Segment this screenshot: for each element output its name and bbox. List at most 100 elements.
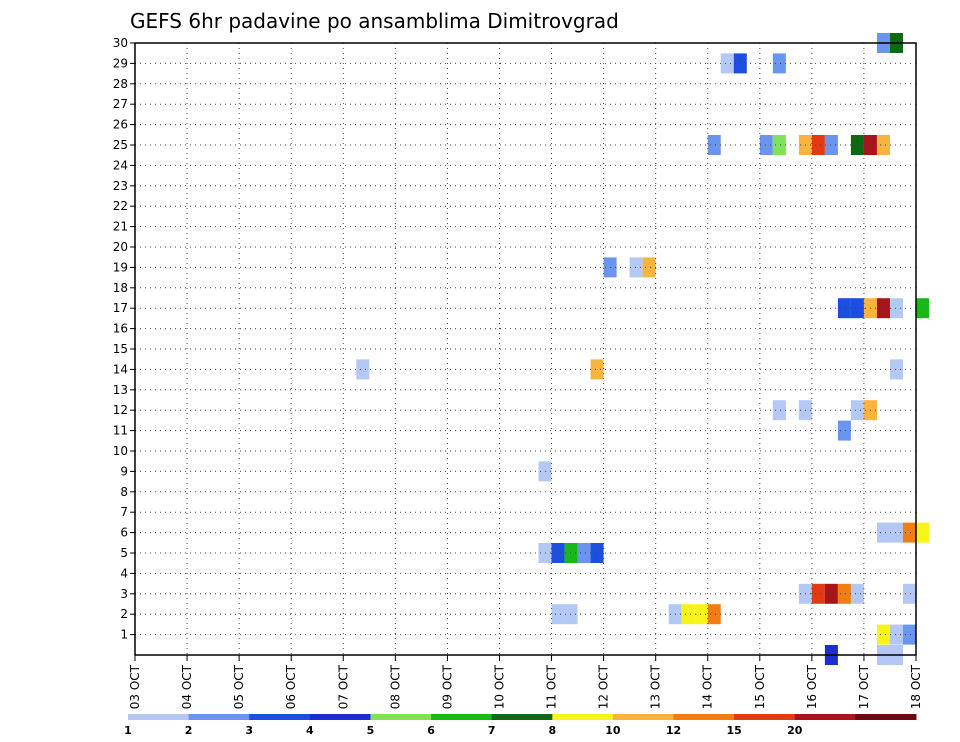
y-tick-label: 18: [113, 281, 128, 295]
y-tick-label: 19: [113, 260, 128, 274]
y-tick-label: 25: [113, 138, 128, 152]
x-tick-label: 03 OCT: [128, 664, 142, 709]
y-tick-label: 3: [120, 587, 128, 601]
legend-swatch: [431, 714, 493, 720]
y-tick-label: 17: [113, 301, 128, 315]
legend-label: 6: [427, 724, 435, 737]
x-tick-label: 12 OCT: [597, 664, 611, 709]
precip-cell-m2-s42: [681, 604, 695, 625]
precip-cell-m6-s58: [889, 522, 903, 543]
precip-cell-m25-s44: [707, 135, 721, 155]
precip-cell-m6-s60: [916, 522, 930, 543]
precip-cell-m5-s34: [577, 543, 591, 563]
y-tick-label: 9: [120, 464, 128, 478]
y-tick-label: 28: [113, 77, 128, 91]
y-tick-label: 29: [113, 56, 128, 70]
legend-swatch: [855, 714, 917, 720]
x-axis: 03 OCT 04 OCT 05 OCT 06 OCT 07 OCT 08 OCT 09 O…: [128, 655, 923, 709]
precip-cell-m17-s57: [876, 298, 890, 319]
precip-cell-m5-s35: [590, 543, 604, 563]
y-tick-label: 21: [113, 220, 128, 234]
y-tick-label: 1: [120, 628, 128, 642]
y-tick-label: 2: [120, 607, 128, 621]
y-tick-label: 16: [113, 322, 128, 336]
precip-cell-m25-s53: [824, 135, 838, 155]
x-tick-label: 10 OCT: [492, 664, 506, 709]
precip-cell-m2-s32: [551, 604, 565, 625]
precip-cell-m14-s17: [356, 359, 370, 380]
precipitation-cells: [356, 33, 930, 665]
x-tick-label: 13 OCT: [649, 664, 663, 709]
precip-cell-m3-s59: [902, 583, 916, 604]
y-tick-label: 8: [120, 485, 128, 499]
precip-cell-m17-s55: [850, 298, 864, 319]
precip-cell-m3-s55: [850, 583, 864, 604]
y-tick-label: 30: [113, 36, 128, 50]
legend-swatch: [188, 714, 250, 720]
precip-cell-m25-s52: [811, 135, 825, 155]
precip-cell-m17-s58: [889, 298, 903, 319]
legend-label: 2: [185, 724, 193, 737]
precip-cell-m3-s53: [824, 583, 838, 604]
precip-cell-m11-s54: [837, 420, 851, 441]
y-tick-label: 13: [113, 383, 128, 397]
precip-cell-m17-s60: [916, 298, 930, 319]
precip-cell-m25-s48: [759, 135, 773, 155]
legend-swatch: [249, 714, 311, 720]
x-tick-label: 14 OCT: [701, 664, 715, 709]
legend-label: 4: [306, 724, 314, 737]
x-tick-label: 16 OCT: [805, 664, 819, 709]
x-tick-label: 18 OCT: [909, 664, 923, 709]
precip-cell-m12-s49: [772, 400, 786, 421]
legend-label: 15: [726, 724, 741, 737]
legend-label: 5: [367, 724, 375, 737]
y-tick-label: 6: [120, 526, 128, 540]
precip-cell-m1-s59: [902, 624, 916, 645]
x-tick-label: 07 OCT: [336, 664, 350, 709]
precip-cell-m25-s49: [772, 135, 786, 155]
legend-label: 20: [787, 724, 803, 737]
grid-lines: [135, 42, 916, 655]
precip-cell-m3-s54: [837, 583, 851, 604]
precip-cell-m25-s57: [876, 135, 890, 155]
chart-title: GEFS 6hr padavine po ansamblima Dimitrov…: [130, 9, 619, 33]
legend-swatch: [309, 714, 371, 720]
legend-label: 12: [666, 724, 681, 737]
y-tick-label: 7: [120, 505, 128, 519]
precip-cell-m14-s58: [889, 359, 903, 380]
precip-cell-m6-s59: [902, 522, 916, 543]
y-tick-label: 10: [113, 444, 128, 458]
x-tick-label: 17 OCT: [857, 664, 871, 709]
legend-swatch: [491, 714, 553, 720]
x-tick-label: 04 OCT: [180, 664, 194, 709]
precip-cell-m12-s55: [850, 400, 864, 421]
y-tick-label: 22: [113, 199, 128, 213]
x-tick-label: 06 OCT: [284, 664, 298, 709]
precip-cell-m3-s52: [811, 583, 825, 604]
precip-cell-m29-s45: [720, 53, 734, 74]
legend-swatch: [794, 714, 856, 720]
legend-swatch: [673, 714, 735, 720]
precip-cell-m5-s33: [564, 543, 578, 563]
legend-swatch: [734, 714, 796, 720]
precip-cell-m29-s49: [772, 53, 786, 74]
x-tick-label: 11 OCT: [545, 664, 559, 709]
y-tick-label: 11: [113, 424, 128, 438]
y-tick-label: 15: [113, 342, 128, 356]
precip-cell-m25-s55: [850, 135, 864, 155]
y-tick-label: 14: [113, 362, 128, 376]
legend-swatch: [552, 714, 614, 720]
y-tick-label: 24: [113, 158, 128, 172]
precip-cell-m2-s44: [707, 604, 721, 625]
x-tick-label: 09 OCT: [440, 664, 454, 709]
precip-cell-m17-s54: [837, 298, 851, 319]
y-tick-label: 23: [113, 179, 128, 193]
precip-cell-m5-s32: [551, 543, 565, 563]
x-tick-label: 15 OCT: [753, 664, 767, 709]
precip-cell-m2-s33: [564, 604, 578, 625]
legend-label: 10: [605, 724, 621, 737]
precip-cell-m2-s43: [694, 604, 708, 625]
y-axis: 1234567891011121314151617181920212223242…: [113, 36, 135, 642]
x-tick-label: 08 OCT: [388, 664, 402, 709]
